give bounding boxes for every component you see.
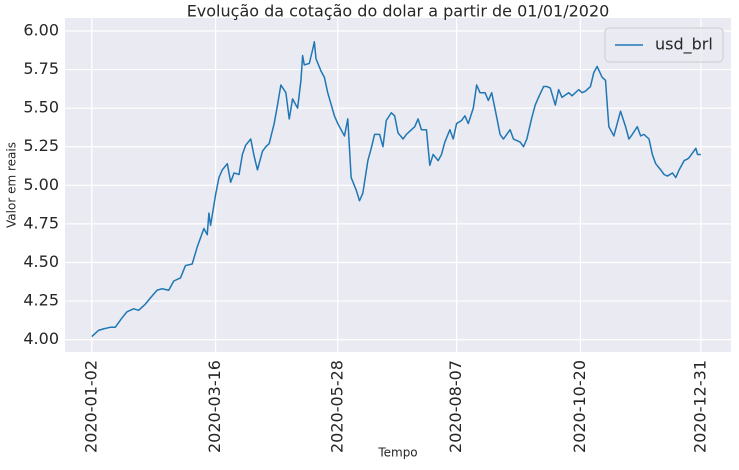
y-tick-label: 4.75: [23, 213, 59, 232]
x-tick-label: 2020-05-28: [327, 360, 346, 453]
y-tick-label: 5.25: [23, 136, 59, 155]
legend-box: [604, 27, 724, 63]
x-axis-label: Tempo: [377, 446, 417, 460]
grid: [65, 18, 731, 352]
legend: usd_brl: [604, 27, 724, 63]
x-tick-label: 2020-10-20: [570, 360, 589, 453]
chart-title: Evolução da cotação do dolar a partir de…: [187, 2, 610, 21]
y-tick-label: 4.25: [23, 291, 59, 310]
y-tick-label: 4.50: [23, 252, 59, 271]
y-tick-label: 5.75: [23, 59, 59, 78]
y-tick-label: 4.00: [23, 329, 59, 348]
x-tick-label: 2020-01-02: [81, 360, 100, 453]
x-tick-label: 2020-08-07: [446, 360, 465, 453]
y-tick-label: 5.00: [23, 175, 59, 194]
legend-label: usd_brl: [655, 35, 713, 55]
series-line: [91, 41, 701, 338]
y-axis-label: Valor em reais: [5, 142, 19, 228]
y-tick-label: 6.00: [23, 20, 59, 39]
y-tick-label: 5.50: [23, 98, 59, 117]
x-tick-label: 2020-12-31: [690, 360, 709, 453]
x-tick-label: 2020-03-16: [205, 360, 224, 453]
marks: [91, 41, 701, 338]
